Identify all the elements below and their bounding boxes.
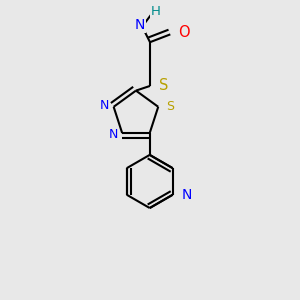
Text: N: N bbox=[100, 99, 110, 112]
Text: S: S bbox=[159, 78, 168, 93]
Text: S: S bbox=[166, 100, 174, 113]
Text: N: N bbox=[109, 128, 118, 141]
Text: N: N bbox=[134, 18, 145, 32]
Text: N: N bbox=[182, 188, 192, 202]
Text: O: O bbox=[178, 25, 190, 40]
Text: H: H bbox=[150, 5, 160, 18]
